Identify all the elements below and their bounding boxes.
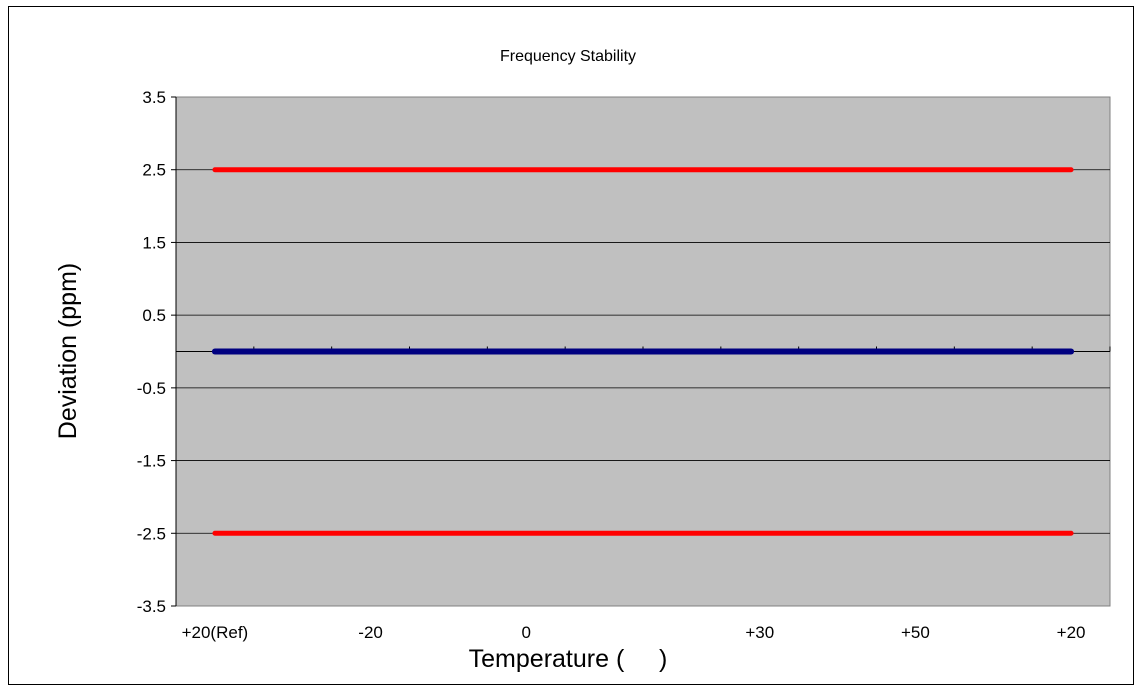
- y-tick-label: -2.5: [137, 524, 166, 543]
- y-tick-label: 2.5: [142, 161, 166, 180]
- y-axis-ticks: 3.5 2.5 1.5 0.5 -0.5 -1.5 -2.5 -3.5: [137, 88, 177, 616]
- x-tick-label: -20: [358, 623, 383, 642]
- x-tick-label: +50: [901, 623, 930, 642]
- x-tick-label: +20(Ref): [182, 623, 249, 642]
- y-tick-label: -3.5: [137, 597, 166, 616]
- chart-title: Frequency Stability: [500, 48, 636, 65]
- y-tick-label: 3.5: [142, 88, 166, 107]
- y-tick-label: -0.5: [137, 379, 166, 398]
- y-tick-label: -1.5: [137, 452, 166, 471]
- y-tick-label: 1.5: [142, 233, 166, 252]
- x-tick-label: 0: [522, 623, 531, 642]
- y-tick-label: 0.5: [142, 306, 166, 325]
- series-group: [211, 167, 1075, 536]
- x-tick-label: +20: [1057, 623, 1086, 642]
- x-tick-label: +30: [745, 623, 774, 642]
- y-axis-label: Deviation (ppm): [54, 263, 82, 439]
- x-axis-label: Temperature ( ): [469, 645, 668, 673]
